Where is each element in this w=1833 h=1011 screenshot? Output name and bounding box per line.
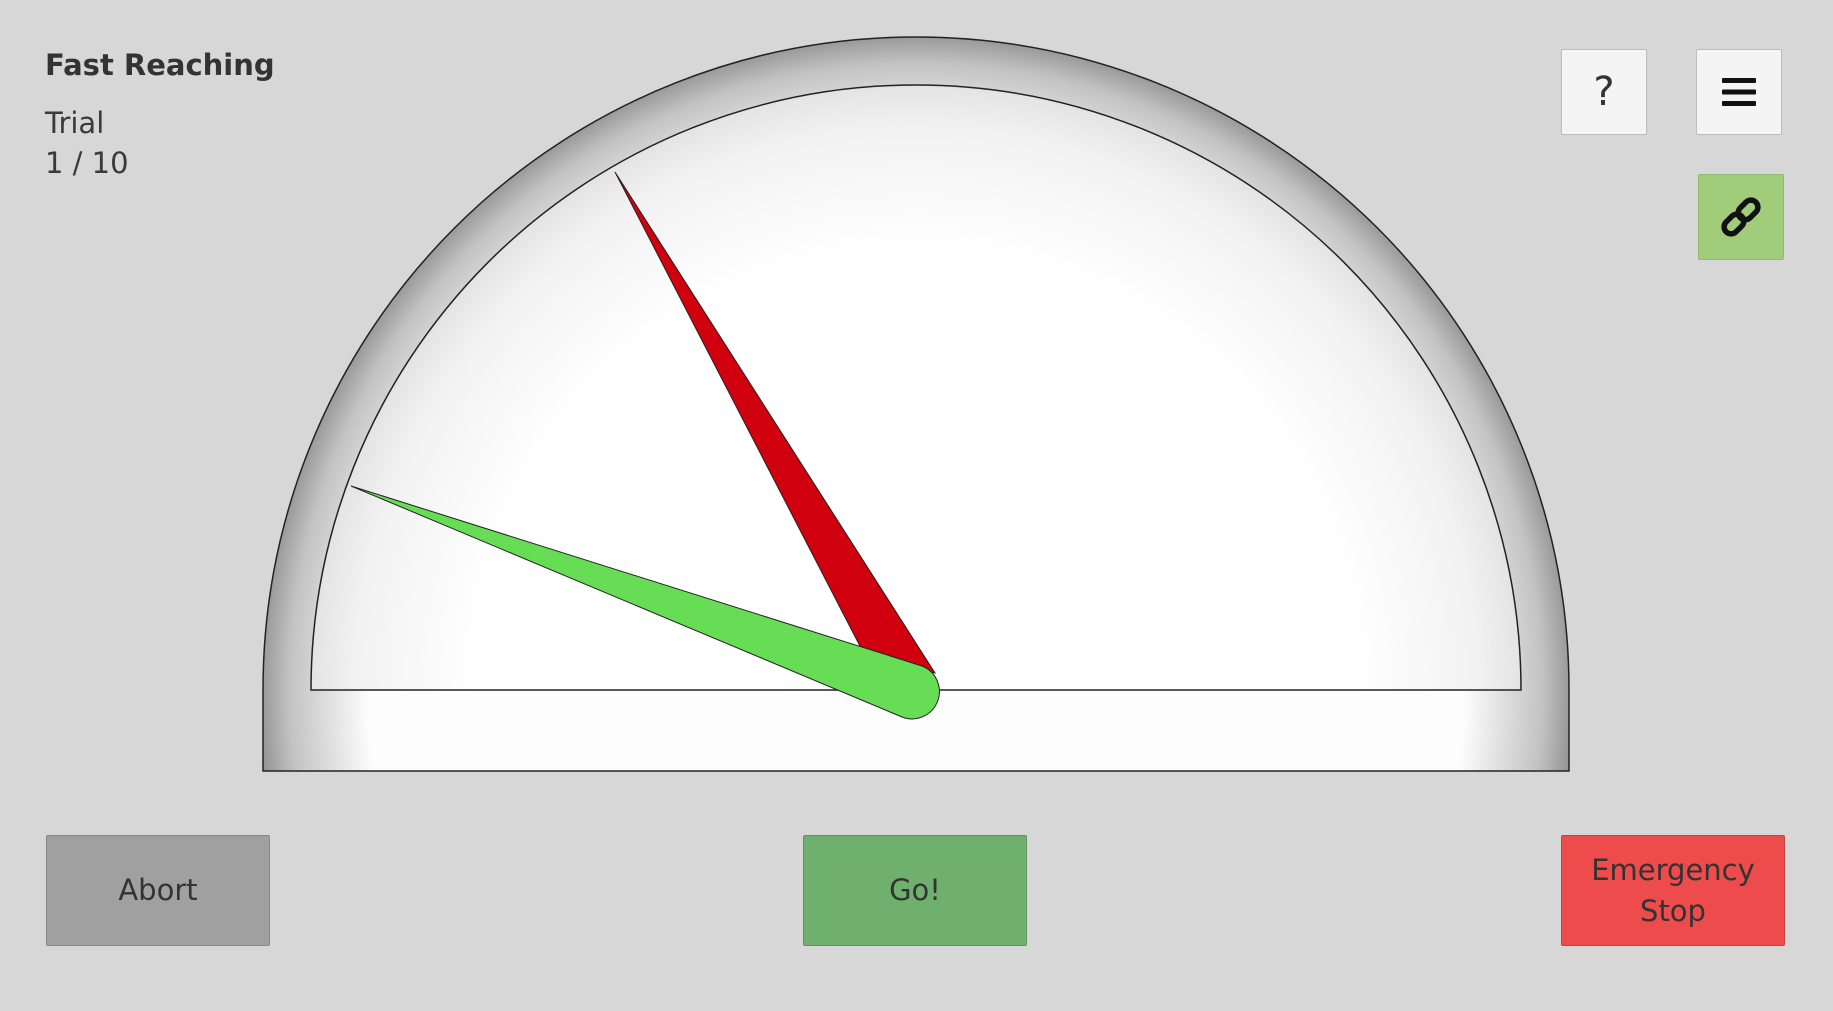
trial-counter: 1 / 10	[45, 146, 129, 180]
abort-button[interactable]: Abort	[46, 835, 270, 946]
menu-button[interactable]	[1696, 49, 1782, 135]
connection-link-button[interactable]	[1698, 174, 1784, 260]
gauge-face	[310, 84, 1522, 691]
task-title: Fast Reaching	[45, 48, 275, 82]
go-button[interactable]: Go!	[803, 835, 1027, 946]
chain-link-icon	[1721, 197, 1761, 237]
abort-label: Abort	[118, 873, 198, 907]
gauge-dial	[262, 36, 1570, 772]
emergency-stop-label: Emergency Stop	[1591, 852, 1755, 928]
go-label: Go!	[889, 873, 941, 907]
hamburger-menu-icon	[1722, 78, 1756, 106]
help-button[interactable]: ?	[1561, 49, 1647, 135]
help-label: ?	[1593, 69, 1615, 115]
emergency-stop-button[interactable]: Emergency Stop	[1561, 835, 1785, 946]
trial-label: Trial	[45, 106, 105, 140]
cursor-needle	[350, 485, 940, 720]
